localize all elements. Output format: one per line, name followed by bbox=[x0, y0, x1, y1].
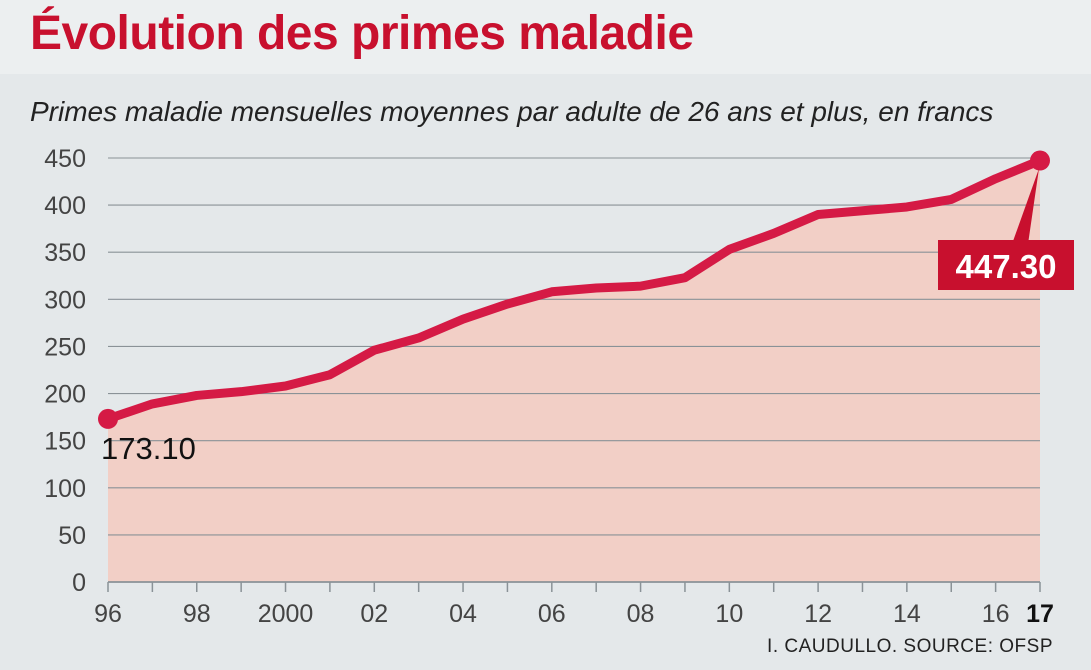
source-credit: I. CAUDULLO. SOURCE: OFSP bbox=[767, 636, 1053, 657]
chart-title: Évolution des primes maladie bbox=[30, 7, 694, 60]
end-value-label: 447.30 bbox=[956, 248, 1057, 285]
y-tick-label: 200 bbox=[44, 381, 86, 409]
y-tick-label: 50 bbox=[58, 522, 86, 550]
start-value-label: 173.10 bbox=[101, 431, 196, 466]
series-line bbox=[103, 156, 1045, 424]
area-fill bbox=[108, 160, 1040, 582]
title-bar bbox=[0, 0, 1091, 74]
x-tick-label: 02 bbox=[360, 600, 388, 628]
start-point bbox=[98, 408, 118, 429]
x-tick-label: 2000 bbox=[258, 600, 314, 628]
x-tick-label: 06 bbox=[538, 600, 566, 628]
y-tick-label: 100 bbox=[44, 475, 86, 503]
x-tick-label: 14 bbox=[893, 600, 921, 628]
y-tick-label: 150 bbox=[44, 428, 86, 456]
x-tick-label: 16 bbox=[982, 600, 1010, 628]
x-tick-label: 08 bbox=[627, 600, 655, 628]
y-tick-label: 350 bbox=[44, 239, 86, 267]
y-tick-label: 0 bbox=[72, 569, 86, 597]
x-tick-label: 10 bbox=[715, 600, 743, 628]
x-tick-label: 17 bbox=[1026, 600, 1054, 628]
end-point bbox=[1030, 150, 1050, 171]
chart-subtitle: Primes maladie mensuelles moyennes par a… bbox=[30, 96, 994, 127]
callout-pointer bbox=[1012, 168, 1039, 244]
y-tick-label: 400 bbox=[44, 192, 86, 220]
y-tick-label: 300 bbox=[44, 286, 86, 314]
callout-box bbox=[938, 240, 1074, 290]
y-tick-label: 250 bbox=[44, 333, 86, 361]
x-tick-label: 98 bbox=[183, 600, 211, 628]
x-tick-label: 04 bbox=[449, 600, 477, 628]
x-tick-label: 12 bbox=[804, 600, 832, 628]
y-tick-label: 450 bbox=[44, 145, 86, 173]
x-tick-label: 96 bbox=[94, 600, 122, 628]
